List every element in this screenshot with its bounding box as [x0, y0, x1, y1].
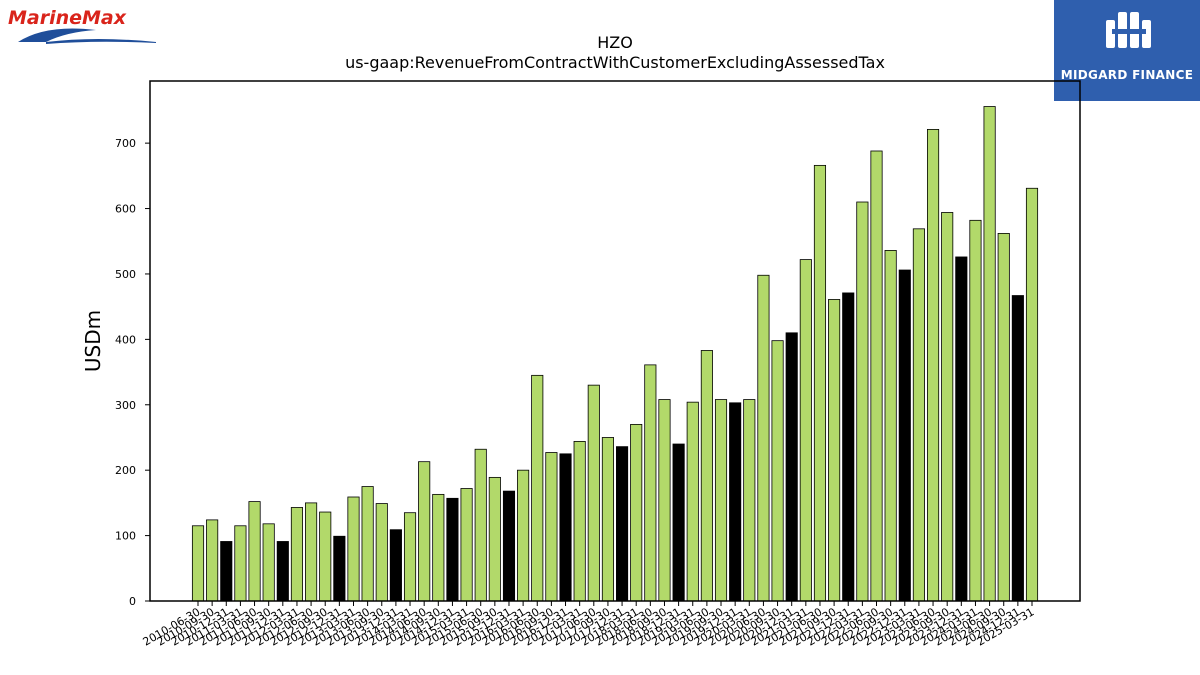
bar-2020-12-31 — [785, 332, 798, 602]
bar-2022-03-31 — [856, 201, 869, 602]
bar-2023-09-30 — [941, 212, 954, 602]
bar-2023-06-30 — [927, 128, 940, 602]
bar-2014-06-30 — [418, 461, 431, 602]
bar-2019-06-30 — [700, 350, 713, 602]
midgard-logo-mark — [1106, 12, 1151, 48]
bar-2020-09-30 — [771, 340, 784, 602]
y-tick-label: 500 — [115, 268, 136, 281]
bar-2011-03-31 — [234, 525, 247, 602]
bar-2016-09-30 — [545, 452, 558, 602]
y-tick-label: 0 — [129, 595, 136, 608]
bar-2025-03-31 — [1025, 187, 1039, 602]
bar-2021-06-30 — [813, 164, 827, 602]
bar-2015-09-30 — [488, 476, 501, 602]
bar-2016-06-30 — [531, 374, 544, 602]
y-tick-label: 100 — [115, 530, 136, 543]
bar-2015-12-31 — [502, 490, 516, 602]
chart-subtitle: us-gaap:RevenueFromContractWithCustomerE… — [345, 53, 885, 72]
bar-2022-12-31 — [898, 269, 911, 602]
bar-2020-06-30 — [757, 274, 770, 602]
bar-2019-09-30 — [714, 399, 728, 602]
y-axis-label: USDm — [81, 310, 105, 372]
bar-2018-06-30 — [644, 364, 657, 602]
bar-2021-03-31 — [799, 259, 812, 602]
y-tick-label: 200 — [115, 464, 136, 477]
bar-2013-03-31 — [347, 496, 360, 602]
bar-2021-12-31 — [842, 292, 855, 602]
chart-title: HZO — [597, 33, 633, 52]
y-ticks-group: 0 100 200 300 400 500 600 700 — [115, 137, 150, 608]
bar-2013-12-31 — [389, 529, 402, 602]
bar-2012-09-30 — [319, 511, 332, 602]
bar-2019-03-31 — [686, 401, 699, 602]
y-tick-label: 300 — [115, 399, 136, 412]
bar-2017-03-31 — [573, 440, 586, 602]
bar-2015-03-31 — [460, 488, 473, 602]
midgard-finance-logo: MIDGARD FINANCE — [1054, 0, 1200, 101]
y-tick-label: 600 — [115, 203, 136, 216]
marinemax-logo-graphic: MarineMax — [8, 7, 156, 44]
bar-2014-12-31 — [446, 497, 459, 602]
bar-2015-06-30 — [474, 448, 487, 602]
bar-2010-06-30 — [191, 525, 205, 602]
bar-2011-12-31 — [276, 541, 289, 602]
bar-2018-12-31 — [672, 443, 685, 602]
plot-frame — [149, 80, 1081, 602]
bar-2017-06-30 — [587, 384, 600, 602]
bar-2010-09-30 — [206, 519, 219, 602]
bar-2017-12-31 — [616, 446, 629, 602]
marinemax-logo-text: MarineMax — [8, 7, 127, 29]
bar-2018-09-30 — [658, 399, 671, 602]
y-tick-label: 700 — [115, 137, 136, 150]
bar-2012-06-30 — [305, 502, 318, 602]
bar-2021-09-30 — [828, 299, 841, 602]
bar-2023-12-31 — [955, 256, 968, 602]
bar-2011-06-30 — [248, 501, 261, 602]
bar-2024-03-31 — [969, 219, 982, 602]
bar-2012-12-31 — [333, 535, 346, 602]
bar-2014-03-31 — [403, 512, 417, 602]
bar-2018-03-31 — [630, 423, 643, 602]
bar-2023-03-31 — [912, 228, 925, 602]
bar-2020-03-31 — [743, 399, 756, 602]
bar-2012-03-31 — [290, 507, 304, 602]
bar-2016-12-31 — [559, 453, 572, 602]
bar-2010-12-31 — [220, 541, 233, 602]
midgard-logo-text: MIDGARD FINANCE — [1060, 68, 1194, 82]
bar-2017-09-30 — [601, 437, 614, 602]
bar-2016-03-31 — [517, 469, 530, 602]
bar-2024-12-31 — [1011, 295, 1024, 602]
bar-2013-09-30 — [375, 503, 388, 602]
marinemax-logo: MarineMax — [6, 6, 166, 46]
bar-2022-06-30 — [870, 150, 883, 602]
y-tick-label: 400 — [115, 333, 136, 346]
bar-2019-12-31 — [729, 402, 742, 602]
bar-2024-06-30 — [983, 106, 996, 602]
bars-group — [191, 106, 1039, 602]
bar-2024-09-30 — [997, 232, 1010, 602]
bar-2011-09-30 — [262, 523, 275, 602]
bar-2014-09-30 — [432, 493, 445, 602]
bar-2013-06-30 — [361, 486, 374, 602]
x-ticks-group: 2010-06-302010-09-302010-12-312011-03-31… — [141, 601, 1037, 649]
bar-2022-09-30 — [884, 250, 897, 602]
